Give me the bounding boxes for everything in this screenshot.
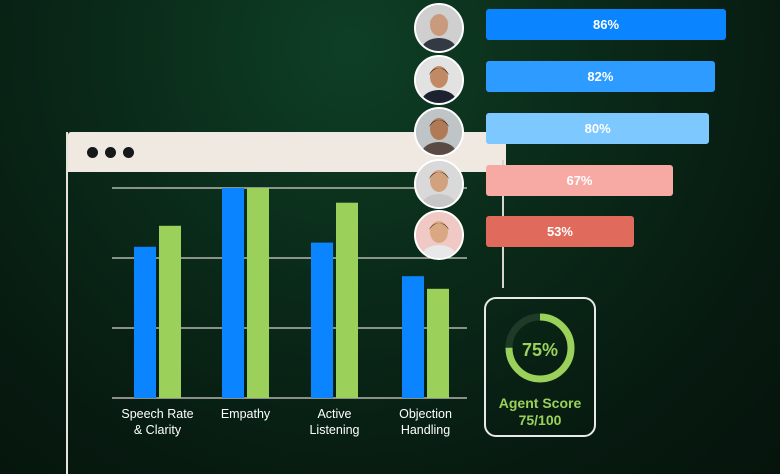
agent-score-value: 86% — [592, 17, 620, 32]
agent-score-bar: 80% — [486, 113, 710, 144]
agent-score-value: 53% — [546, 224, 573, 239]
bar-series-2-4 — [427, 288, 449, 398]
agent-avatar-icon — [414, 210, 464, 260]
window-dot-icon — [123, 147, 134, 158]
window-dot-icon — [105, 147, 116, 158]
score-percent: 75% — [521, 340, 559, 360]
category-label: Objection Handling — [399, 407, 452, 437]
agent-avatar-icon — [414, 159, 464, 209]
agent-score-card: 75% Agent Score 75/100 — [484, 297, 596, 437]
agent-avatar-icon — [414, 55, 464, 105]
agent-avatar-icon — [414, 3, 464, 53]
category-label: Active Listening — [309, 407, 360, 437]
score-ring-progress — [505, 313, 575, 383]
category-label: Empathy — [220, 407, 271, 421]
bar-series-1-1 — [134, 246, 156, 398]
bar-series-1-3 — [311, 242, 333, 398]
agent-score-value: 67% — [566, 173, 593, 188]
score-fraction: 75/100 — [518, 412, 562, 428]
bar-series-2-1 — [159, 225, 181, 398]
score-ring — [505, 313, 575, 383]
agent-score-bar: 67% — [486, 165, 673, 196]
agent-avatar-icon — [414, 107, 464, 157]
bar-series-2-3 — [336, 202, 358, 398]
agent-score-bar: 53% — [486, 216, 634, 247]
bar-series-1-2 — [222, 188, 244, 398]
agent-score-bar: 86% — [486, 9, 726, 40]
agent-score-bar: 82% — [486, 61, 715, 92]
bar-series-2-2 — [247, 188, 269, 398]
agent-score-value: 80% — [584, 121, 611, 136]
score-title: Agent Score — [498, 395, 582, 411]
agent-score-value: 82% — [587, 69, 614, 84]
category-label: Speech Rate & Clarity — [121, 407, 194, 437]
bar-series-1-4 — [402, 276, 424, 398]
window-dot-icon — [87, 147, 98, 158]
